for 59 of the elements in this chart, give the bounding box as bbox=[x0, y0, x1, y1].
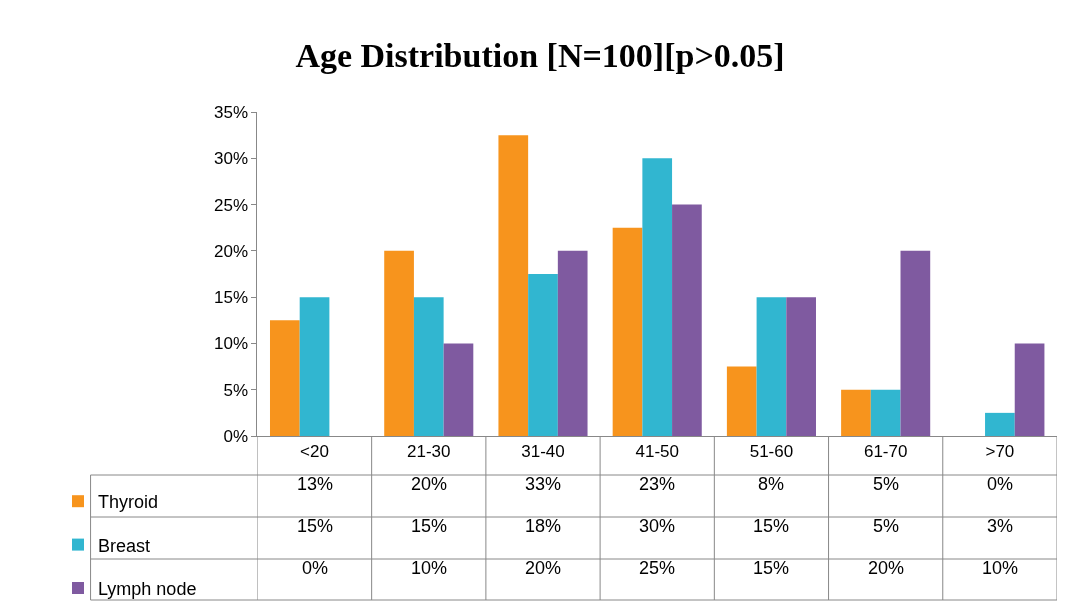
x-tick-label: 21-30 bbox=[407, 442, 451, 462]
x-tick-label: 31-40 bbox=[521, 442, 565, 462]
data-label: 25% bbox=[639, 558, 676, 578]
x-tick-label: 41-50 bbox=[635, 442, 679, 462]
y-tick-label: 20% bbox=[214, 241, 249, 261]
data-label: 33% bbox=[525, 474, 562, 494]
data-label: 5% bbox=[873, 474, 900, 494]
bar bbox=[841, 389, 871, 436]
x-tick-label: <20 bbox=[300, 442, 329, 462]
x-tick-label: >70 bbox=[985, 442, 1015, 462]
bar bbox=[443, 343, 474, 436]
data-label: 15% bbox=[753, 516, 790, 536]
bar bbox=[269, 320, 300, 436]
bar bbox=[1014, 343, 1045, 436]
data-label: 8% bbox=[758, 474, 785, 494]
y-tick-label: 30% bbox=[214, 149, 249, 169]
y-tick-label: 15% bbox=[214, 288, 249, 308]
bar bbox=[985, 412, 1015, 436]
bar bbox=[528, 274, 558, 436]
data-label: 10% bbox=[982, 558, 1019, 578]
bar bbox=[672, 204, 702, 436]
data-label: 0% bbox=[987, 474, 1014, 494]
y-tick-label: 25% bbox=[214, 195, 249, 215]
bar bbox=[557, 250, 588, 436]
data-label: 3% bbox=[987, 516, 1014, 536]
bar bbox=[384, 250, 414, 436]
y-tick-label: 5% bbox=[223, 380, 249, 400]
x-tick-label: 61-70 bbox=[863, 442, 908, 462]
bar bbox=[786, 297, 816, 436]
data-label: 20% bbox=[411, 474, 448, 494]
data-label: 20% bbox=[525, 558, 562, 578]
bar bbox=[299, 297, 330, 436]
bar bbox=[870, 389, 901, 436]
chart-title: Age Distribution [N=100][p>0.05] bbox=[295, 36, 785, 74]
y-tick-label: 0% bbox=[223, 426, 249, 446]
x-tick-label: 51-60 bbox=[749, 442, 794, 462]
data-label: 5% bbox=[873, 516, 900, 536]
data-label: 15% bbox=[297, 516, 334, 536]
bar bbox=[498, 135, 529, 436]
legend-label: Lymph node bbox=[98, 579, 197, 600]
data-label: 10% bbox=[411, 558, 448, 578]
bar bbox=[413, 297, 444, 436]
data-label: 13% bbox=[297, 474, 334, 494]
bar bbox=[642, 158, 673, 436]
data-label: 15% bbox=[411, 516, 448, 536]
bar bbox=[900, 250, 931, 436]
data-label: 20% bbox=[868, 558, 905, 578]
bar bbox=[612, 227, 643, 436]
bar bbox=[726, 366, 757, 436]
data-label: 30% bbox=[639, 516, 676, 536]
bar bbox=[756, 297, 787, 436]
legend-label: Thyroid bbox=[98, 492, 159, 513]
y-tick-label: 10% bbox=[214, 334, 249, 354]
y-tick-label: 35% bbox=[214, 102, 249, 122]
data-label: 23% bbox=[639, 474, 676, 494]
data-label: 0% bbox=[302, 558, 329, 578]
legend-label: Breast bbox=[98, 535, 151, 556]
data-label: 18% bbox=[525, 516, 562, 536]
data-label: 15% bbox=[753, 558, 790, 578]
